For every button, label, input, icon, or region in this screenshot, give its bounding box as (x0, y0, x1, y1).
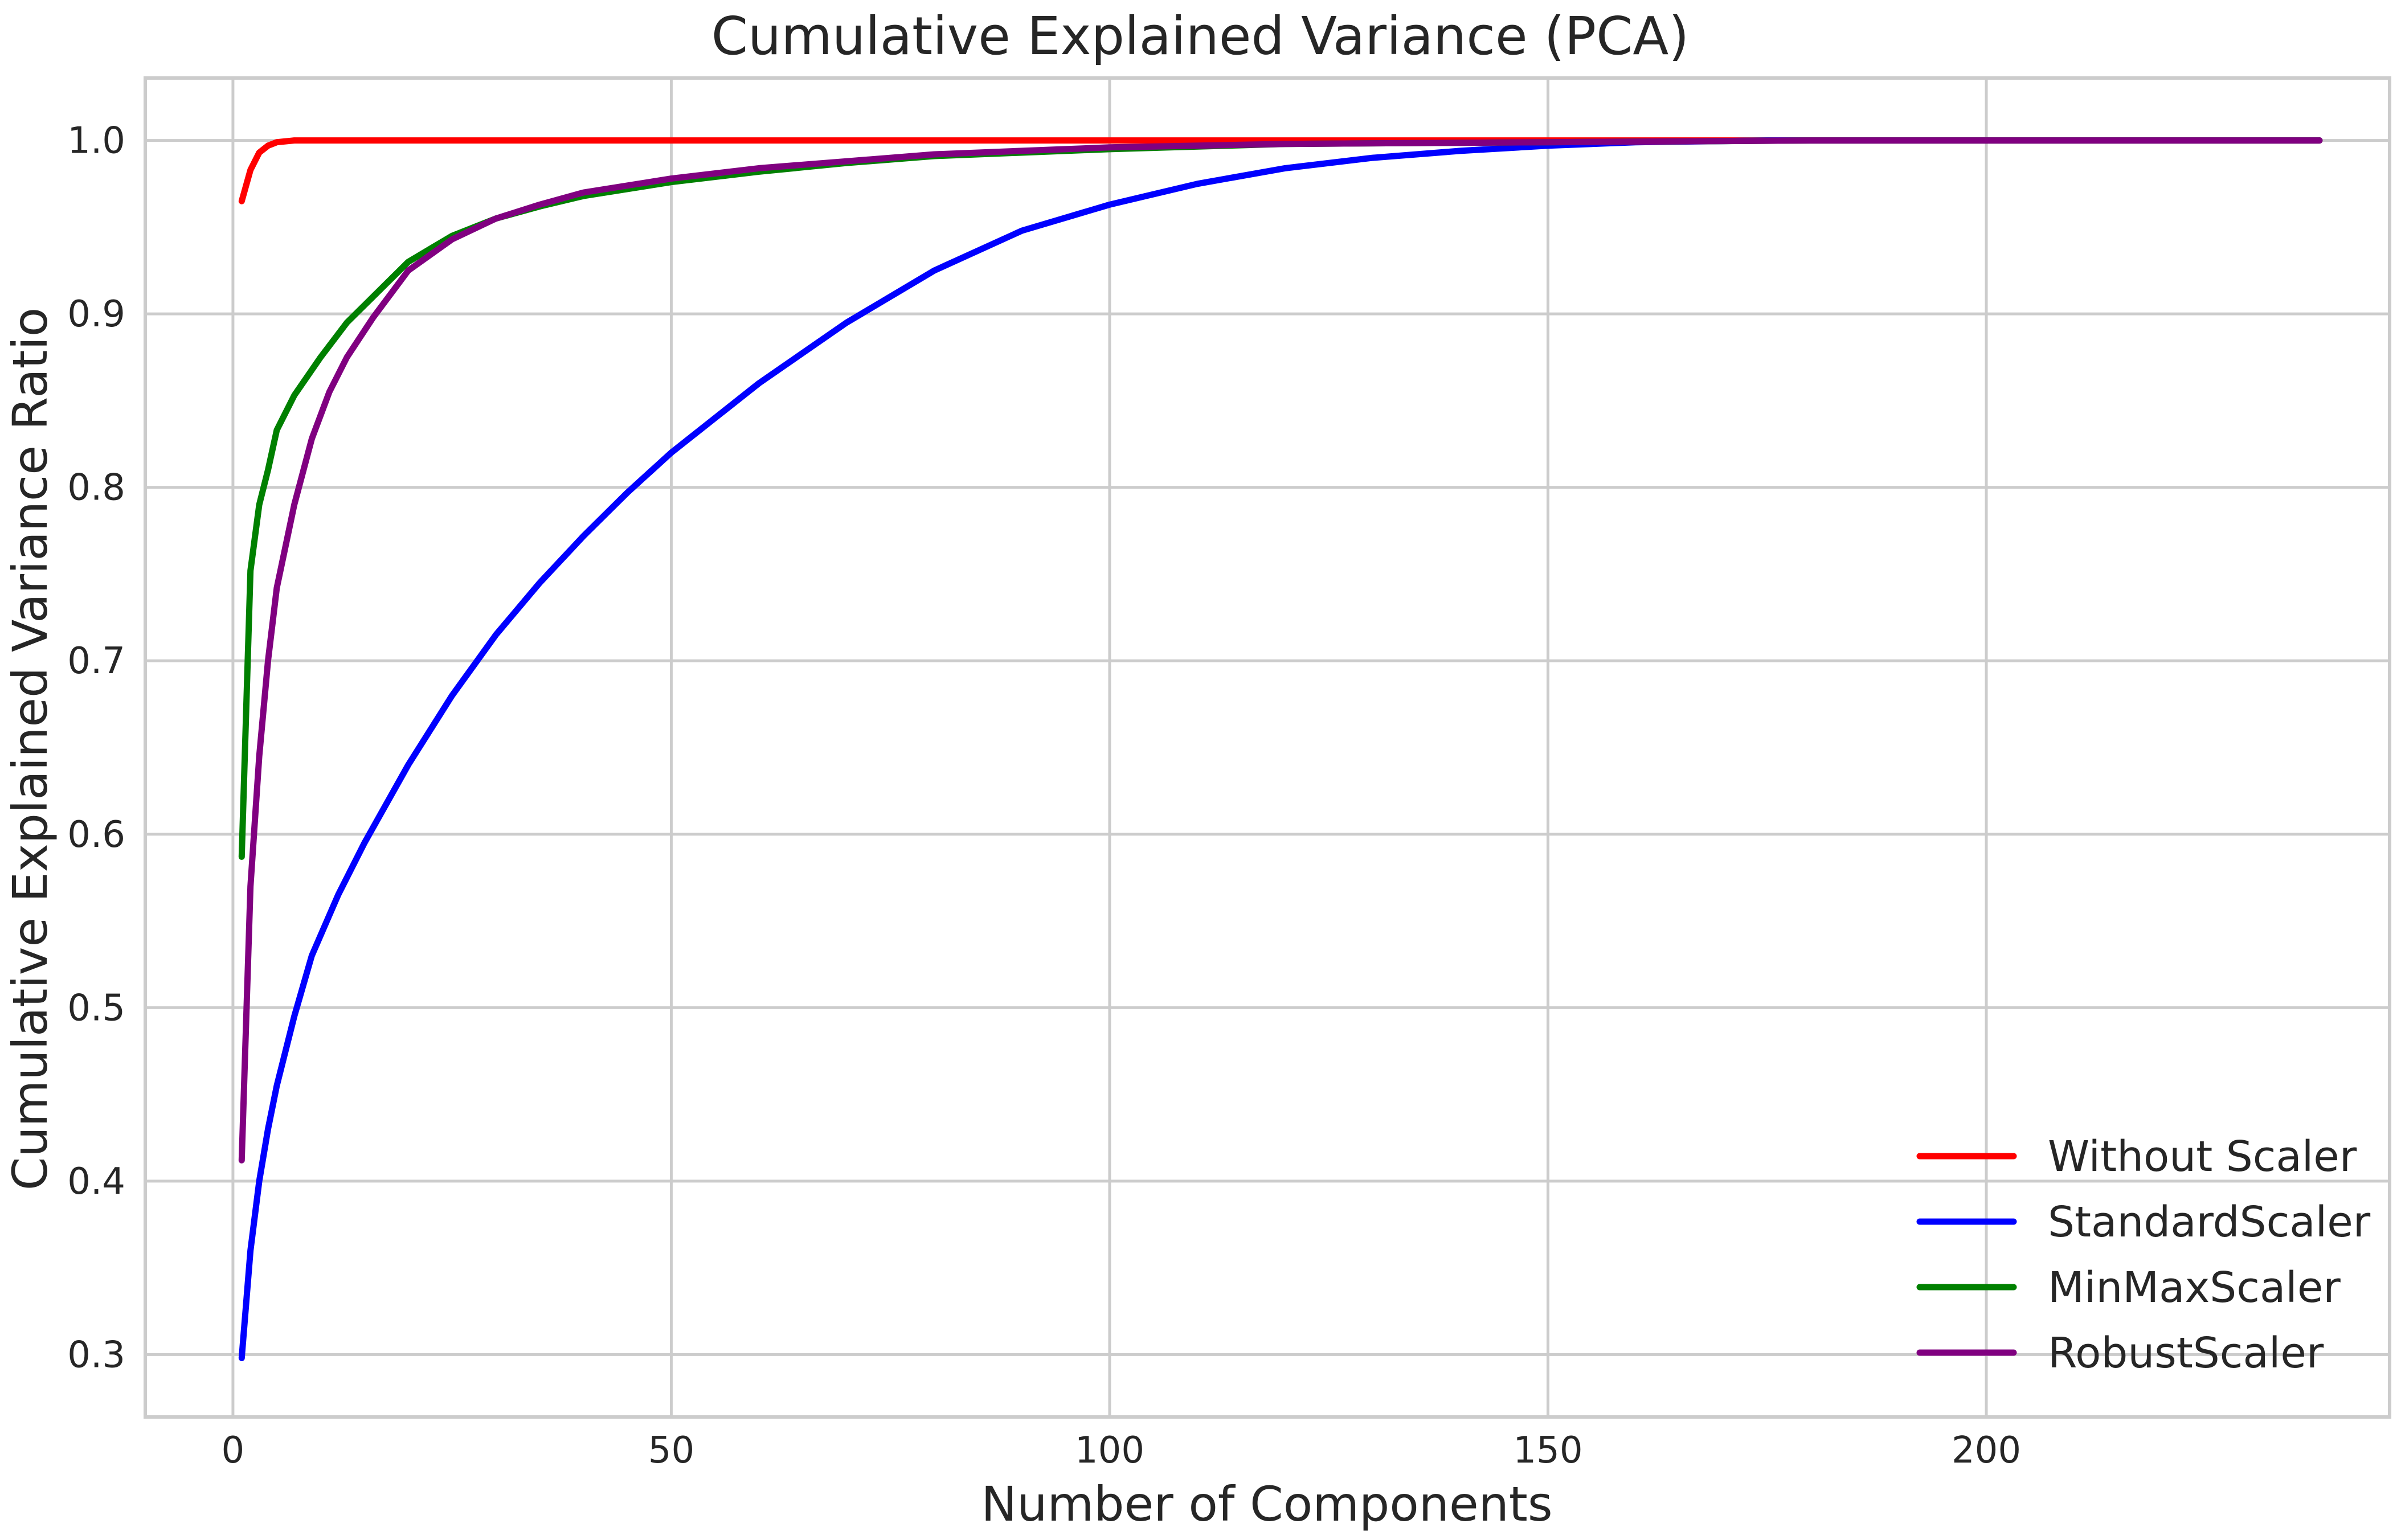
plot-frame (144, 76, 2391, 1419)
legend-label-robustscaler: RobustScaler (2048, 1329, 2324, 1378)
x-tick-label: 0 (222, 1430, 245, 1472)
legend-label-without-scaler: Without Scaler (2048, 1132, 2357, 1181)
x-tick-label: 200 (1952, 1430, 2021, 1472)
y-tick-label: 0.9 (67, 293, 125, 335)
y-tick-label: 0.6 (67, 814, 125, 856)
y-axis-label: Cumulative Explained Variance Ratio (2, 308, 58, 1191)
y-tick-label: 0.5 (67, 987, 125, 1029)
x-tick-label: 100 (1075, 1430, 1144, 1472)
legend-label-minmaxscaler: MinMaxScaler (2048, 1263, 2341, 1312)
y-tick-label: 1.0 (67, 120, 125, 162)
y-tick-label: 0.4 (67, 1161, 125, 1203)
legend: Without Scaler StandardScaler MinMaxScaler… (1916, 1132, 2371, 1378)
series-line-robustscaler (238, 137, 2323, 1164)
chart-title: Cumulative Explained Variance (PCA) (711, 6, 1689, 67)
series-line-without-scaler (238, 137, 2323, 204)
y-tick-label: 0.7 (67, 640, 125, 682)
legend-label-standardscaler: StandardScaler (2048, 1198, 2371, 1247)
tick-layer: 0 50 100 150 200 0.3 0.4 0.5 0.6 0.7 0.8 0.9 1.0 (67, 120, 2021, 1472)
x-tick-label: 150 (1513, 1430, 1582, 1472)
series-line-standardscaler (238, 137, 2323, 1361)
x-axis-label: Number of Components (981, 1476, 1552, 1532)
y-tick-label: 0.8 (67, 467, 125, 509)
series-layer (238, 137, 2323, 1361)
y-tick-label: 0.3 (67, 1334, 125, 1376)
x-tick-label: 50 (648, 1430, 694, 1472)
